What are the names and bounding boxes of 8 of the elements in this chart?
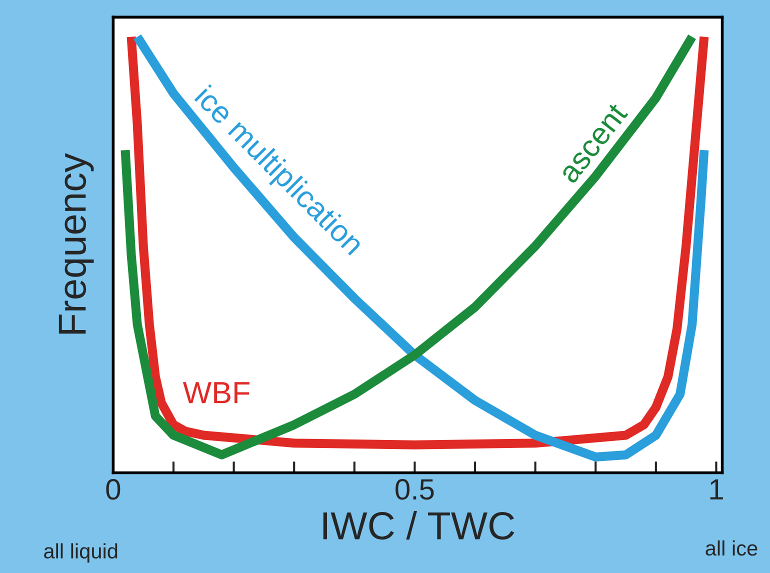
y-axis-title: Frequency [58, 153, 94, 334]
x-axis-title: IWC / TWC [323, 511, 514, 540]
series-label: WBF [182, 382, 250, 404]
text: all liquid [44, 543, 118, 563]
x-tick-label: 0 [106, 479, 120, 500]
x-tick-label: 1 [710, 479, 723, 500]
text: all ice [706, 540, 758, 556]
x-tick-label: 0.5 [396, 479, 434, 500]
